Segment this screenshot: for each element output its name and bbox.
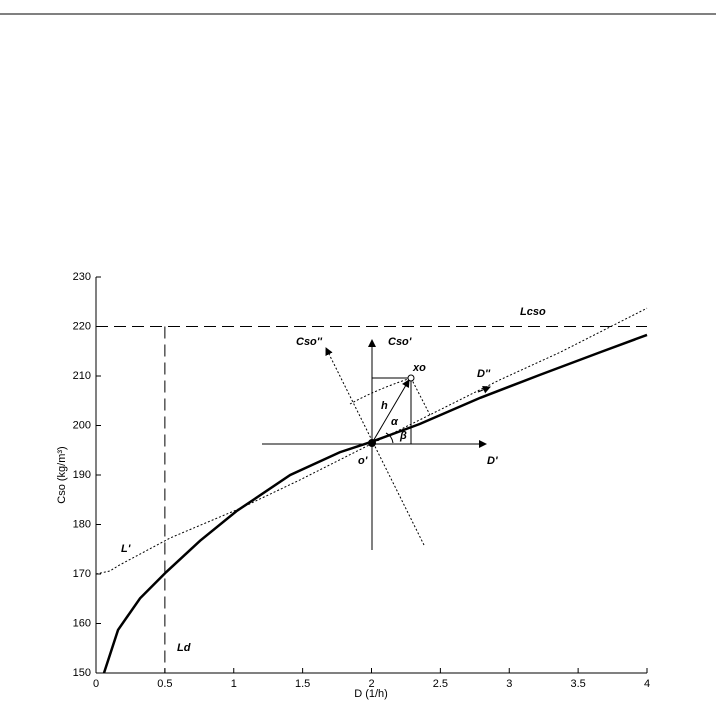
projection xyxy=(349,377,412,405)
y-tick-label: 170 xyxy=(73,568,91,580)
series-line xyxy=(102,333,648,674)
annotation: D'' xyxy=(477,368,491,380)
y-tick-label: 180 xyxy=(73,518,91,530)
annotation: β xyxy=(399,430,407,442)
x-tick-label: 4 xyxy=(644,678,650,690)
y-tick-label: 220 xyxy=(73,320,91,332)
x-tick-label: 3.5 xyxy=(570,678,585,690)
d-dprime-arrow xyxy=(477,386,491,394)
annotation: xo xyxy=(412,362,426,374)
projection xyxy=(410,377,431,416)
h-vector xyxy=(371,379,410,444)
cso-dprime-axis xyxy=(325,347,425,546)
x-tick-label: 0 xyxy=(93,678,99,690)
y-axis-label: Cso (kg/m³) xyxy=(56,446,68,503)
series-line xyxy=(95,307,648,575)
y-tick-label: 200 xyxy=(73,419,91,431)
annotation: D' xyxy=(487,455,498,467)
annotation: Cso'' xyxy=(296,336,322,348)
y-tick-label: 230 xyxy=(73,271,91,283)
annotation: h xyxy=(381,400,388,412)
y-tick-label: 150 xyxy=(73,667,91,679)
annotation: α xyxy=(391,416,399,428)
y-tick-label: 210 xyxy=(73,370,91,382)
x-tick-label: 3 xyxy=(506,678,512,690)
x-tick-label: 1 xyxy=(231,678,237,690)
x-tick-label: 0.5 xyxy=(157,678,172,690)
x-tick-label: 1.5 xyxy=(295,678,310,690)
x-tick-label: 2 xyxy=(368,678,374,690)
x-tick-label: 2.5 xyxy=(433,678,448,690)
annotation: Cso' xyxy=(388,336,412,348)
annotation: L' xyxy=(121,543,131,555)
xo-point xyxy=(407,374,415,382)
y-tick-label: 160 xyxy=(73,617,91,629)
annotation: Ld xyxy=(177,642,191,654)
annotation: o' xyxy=(358,455,368,467)
angle-arc xyxy=(385,432,394,444)
y-tick-label: 190 xyxy=(73,469,91,481)
diagram xyxy=(262,339,491,550)
x-axis-label: D (1/h) xyxy=(354,688,388,700)
annotation: Lcso xyxy=(520,306,546,318)
